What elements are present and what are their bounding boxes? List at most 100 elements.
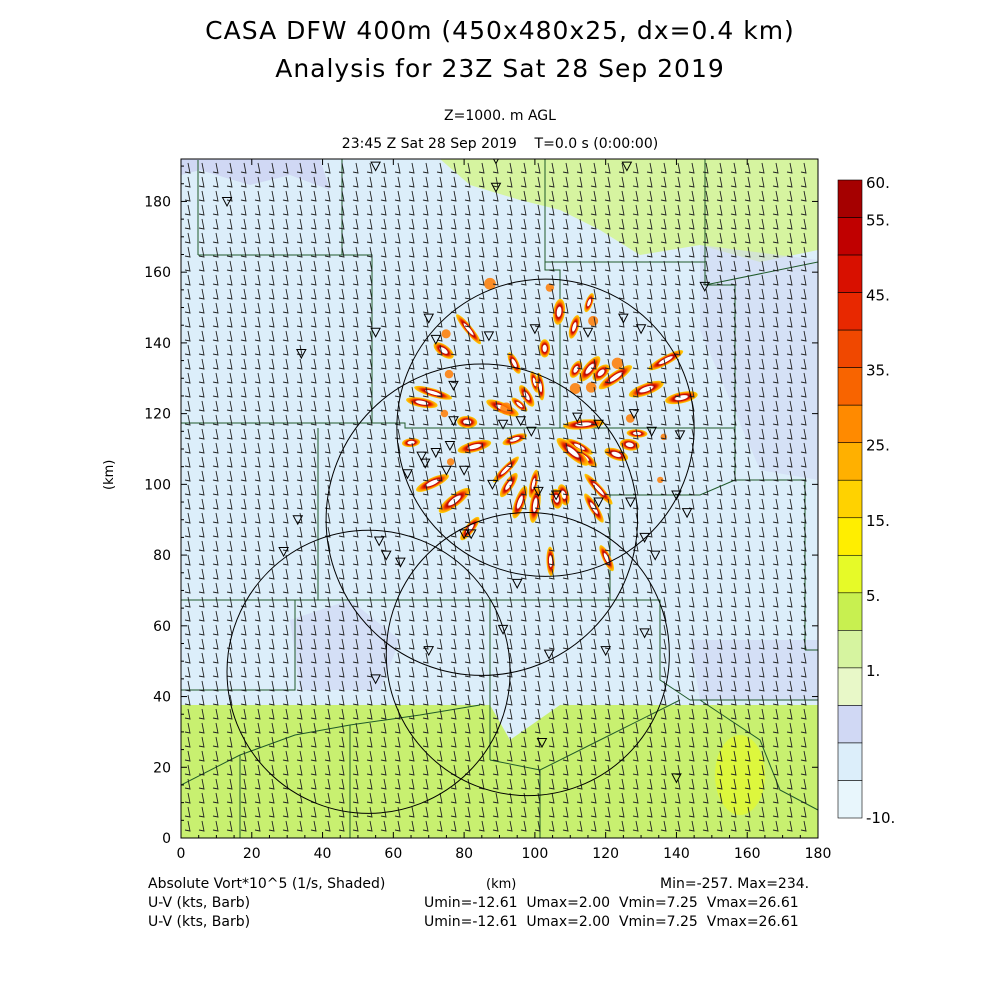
wind-barb: [394, 204, 401, 216]
wind-barb: [450, 540, 457, 552]
wind-barb: [352, 190, 359, 202]
wind-barb: [800, 162, 807, 174]
wind-barb: [562, 372, 569, 384]
wind-barb: [268, 652, 275, 664]
wind-barb: [198, 694, 205, 706]
wind-barb: [366, 162, 373, 174]
wind-barb: [716, 344, 723, 356]
wind-barb: [632, 344, 639, 356]
wind-barb: [338, 708, 345, 720]
wind-barb: [800, 232, 807, 244]
wind-barb: [436, 260, 443, 272]
wind-barb: [352, 358, 359, 370]
wind-barb: [310, 652, 317, 664]
wind-barb: [548, 316, 555, 328]
wind-barb: [730, 722, 737, 734]
wind-barb: [800, 750, 807, 762]
wind-barb: [282, 260, 289, 272]
wind-barb: [296, 736, 303, 748]
wind-barb: [786, 428, 793, 440]
wind-barb: [436, 526, 443, 538]
wind-barb: [296, 526, 303, 538]
wind-barb: [212, 708, 219, 720]
wind-barb: [380, 400, 387, 412]
wind-barb: [184, 456, 191, 468]
wind-barb: [352, 162, 359, 174]
wind-barb: [702, 554, 709, 566]
wind-barb: [688, 274, 695, 286]
wind-barb: [772, 204, 779, 216]
wind-barb: [226, 232, 233, 244]
wind-barb: [562, 540, 569, 552]
wind-barb: [674, 372, 681, 384]
colorbar-cell: [837, 179, 863, 218]
wind-barb: [310, 568, 317, 580]
wind-barb: [352, 372, 359, 384]
wind-barb: [380, 442, 387, 454]
wind-barb: [632, 596, 639, 608]
wind-barb: [800, 204, 807, 216]
wind-barb: [352, 806, 359, 818]
wind-barb: [212, 302, 219, 314]
wind-barb: [604, 456, 611, 468]
wind-barb: [576, 344, 583, 356]
wind-barb: [758, 288, 765, 300]
wind-barb: [576, 554, 583, 566]
wind-barb: [534, 596, 541, 608]
wind-barb: [366, 582, 373, 594]
wind-barb: [674, 316, 681, 328]
wind-barb: [254, 218, 261, 230]
wind-barb: [282, 274, 289, 286]
vorticity-blob: [500, 402, 513, 415]
wind-barb: [660, 806, 667, 818]
wind-barb: [366, 316, 373, 328]
wind-barb: [758, 736, 765, 748]
wind-barb: [800, 400, 807, 412]
wind-barb: [506, 708, 513, 720]
wind-barb: [730, 792, 737, 804]
wind-barb: [296, 302, 303, 314]
wind-barb: [618, 190, 625, 202]
wind-barb: [534, 372, 541, 384]
station-marker: [618, 313, 629, 324]
wind-barb: [674, 414, 681, 426]
wind-barb: [198, 218, 205, 230]
wind-barb: [730, 554, 737, 566]
wind-barb: [772, 344, 779, 356]
wind-barb: [590, 568, 597, 580]
wind-barb: [310, 400, 317, 412]
station-marker: [625, 497, 636, 508]
wind-barb: [534, 218, 541, 230]
wind-barb: [198, 638, 205, 650]
wind-barb: [520, 806, 527, 818]
wind-barb: [268, 708, 275, 720]
wind-barb: [240, 624, 247, 636]
wind-barb: [478, 400, 485, 412]
wind-barb: [716, 610, 723, 622]
wind-barb: [352, 484, 359, 496]
wind-barb: [408, 456, 415, 468]
wind-barb: [408, 694, 415, 706]
wind-barb: [198, 330, 205, 342]
station-marker: [550, 490, 562, 501]
wind-barb: [478, 246, 485, 258]
wind-barb: [450, 554, 457, 566]
wind-barb: [338, 778, 345, 790]
wind-barb: [198, 274, 205, 286]
wind-barb: [674, 540, 681, 552]
wind-barb: [198, 386, 205, 398]
wind-barb: [380, 260, 387, 272]
wind-barb: [800, 414, 807, 426]
wind-barb: [198, 568, 205, 580]
wind-barb: [576, 246, 583, 258]
wind-barb: [744, 302, 751, 314]
wind-barb: [548, 260, 555, 272]
wind-barb: [758, 554, 765, 566]
wind-barb: [520, 232, 527, 244]
wind-barb: [254, 498, 261, 510]
wind-barb: [576, 400, 583, 412]
colorbar-label: -10.: [866, 809, 895, 827]
wind-barb: [450, 750, 457, 762]
wind-barb: [590, 750, 597, 762]
wind-barb: [394, 638, 401, 650]
